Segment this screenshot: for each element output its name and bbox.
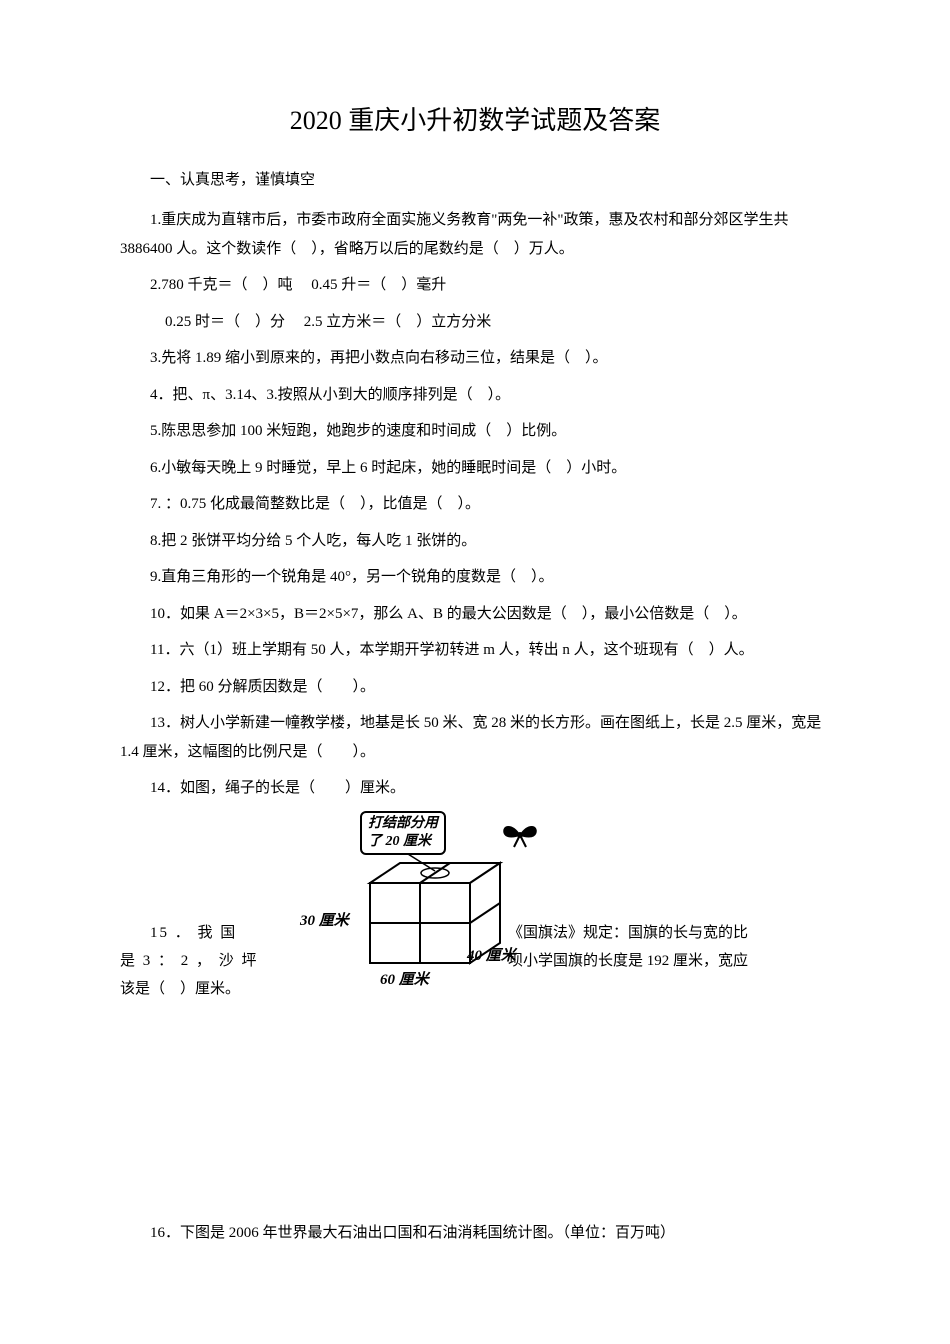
knot-label-line2: 了 20 厘米: [368, 833, 438, 851]
dimension-60: 60 厘米: [380, 968, 429, 989]
question-3: 3.先将 1.89 缩小到原来的，再把小数点向右移动三位，结果是（ ）。: [120, 344, 830, 373]
bow-icon: [496, 817, 544, 849]
dimension-30: 30 厘米: [300, 909, 349, 930]
section-header: 一、认真思考，谨慎填空: [120, 167, 830, 194]
question-6: 6.小敏每天晚上 9 时睡觉，早上 6 时起床，她的睡眠时间是（ ）小时。: [120, 454, 830, 483]
question-8: 8.把 2 张饼平均分给 5 个人吃，每人吃 1 张饼的。: [120, 527, 830, 556]
question-15-left2: 是 3 ： 2 ， 沙 坪: [120, 947, 300, 976]
question-15-right2: 坝小学国旗的长度是 192 厘米，宽应: [508, 947, 858, 976]
question-1: 1.重庆成为直辖市后，市委市政府全面实施义务教育"两免一补"政策，惠及农村和部分…: [120, 206, 830, 263]
knot-label-line1: 打结部分用: [368, 815, 438, 833]
question-9: 9.直角三角形的一个锐角是 40°，另一个锐角的度数是（ ）。: [120, 563, 830, 592]
question-14: 14．如图，绳子的长是（ ）厘米。: [120, 774, 830, 803]
question-15-right1: 《国旗法》规定：国旗的长与宽的比: [508, 919, 858, 948]
question-7: 7. ：0.75 化成最简整数比是（ ），比值是（ ）。: [120, 490, 830, 519]
question-15-left3: 该是（ ）厘米。: [120, 975, 320, 1004]
question-15-left1: 15 ． 我 国: [120, 919, 300, 948]
question-5: 5.陈思思参加 100 米短跑，她跑步的速度和时间成（ ）比例。: [120, 417, 830, 446]
knot-label: 打结部分用 了 20 厘米: [360, 811, 446, 855]
question-15-wrap: 打结部分用 了 20 厘米: [120, 811, 830, 1211]
box-diagram: 打结部分用 了 20 厘米: [300, 811, 580, 1011]
question-11: 11．六（1）班上学期有 50 人，本学期开学初转进 m 人，转出 n 人，这个…: [120, 636, 830, 665]
page-title: 2020 重庆小升初数学试题及答案: [120, 100, 830, 137]
question-2-line2: 0.25 时＝（ ）分 2.5 立方米＝（ ）立方分米: [120, 308, 830, 337]
question-4: 4．把、π、3.14、3.按照从小到大的顺序排列是（ ）。: [120, 381, 830, 410]
question-2-line1: 2.780 千克＝（ ）吨 0.45 升＝（ ）毫升: [120, 271, 830, 300]
question-16: 16．下图是 2006 年世界最大石油出口国和石油消耗国统计图。（单位：百万吨）: [120, 1219, 830, 1248]
question-12: 12．把 60 分解质因数是（ ）。: [120, 673, 830, 702]
question-10: 10．如果 A＝2×3×5，B＝2×5×7，那么 A、B 的最大公因数是（ ），…: [120, 600, 830, 629]
question-13: 13．树人小学新建一幢教学楼，地基是长 50 米、宽 28 米的长方形。画在图纸…: [120, 709, 830, 766]
